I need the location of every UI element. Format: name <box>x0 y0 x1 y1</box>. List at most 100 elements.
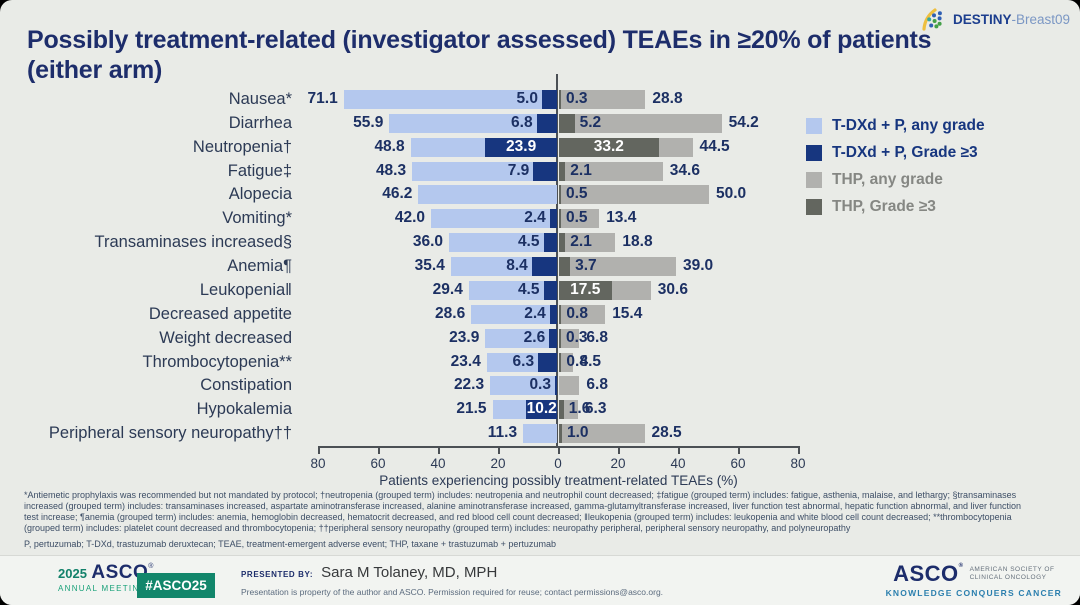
legend-item: THP, Grade ≥3 <box>806 193 985 220</box>
title-line-2: (either arm) <box>27 55 163 84</box>
legend-swatch <box>806 171 822 188</box>
x-axis-tick <box>378 446 380 454</box>
category-label: Nausea* <box>228 90 292 108</box>
x-axis-tick-label: 20 <box>610 456 626 471</box>
bar-tdxd-grade3 <box>538 352 557 372</box>
value-label-thp-grade3: 1.6 <box>568 400 591 418</box>
bar-thp-any-grade <box>559 161 663 181</box>
value-label-tdxd-grade3: 0.3 <box>529 376 551 394</box>
bar-tdxd-any-grade <box>523 424 557 444</box>
category-label: Alopecia <box>228 185 292 204</box>
zero-axis-line <box>556 74 558 447</box>
bar-tdxd-any-grade <box>412 161 557 181</box>
value-label-thp-any-grade: 6.8 <box>586 376 608 394</box>
value-label-tdxd-any-grade: 22.3 <box>453 376 485 394</box>
value-label-tdxd-any-grade: 71.1 <box>307 90 338 107</box>
value-label-thp-any-grade: 28.5 <box>651 424 682 442</box>
bar-tdxd-any-grade <box>485 328 557 348</box>
x-axis-title: Patients experiencing possibly treatment… <box>379 473 738 488</box>
bar-thp-grade3 <box>559 424 562 444</box>
value-label-tdxd-any-grade: 23.9 <box>449 328 480 346</box>
value-label-tdxd-any-grade: 55.9 <box>353 113 384 131</box>
value-label-thp-grade3: 2.1 <box>570 161 592 179</box>
bar-thp-grade3 <box>559 280 612 300</box>
footnote-line: increased (grouped term) includes: trans… <box>24 501 1022 512</box>
value-label-thp-grade3: 0.8 <box>566 352 588 370</box>
value-label-tdxd-any-grade: 21.5 <box>456 400 487 418</box>
x-axis-tick <box>798 446 800 454</box>
bar-thp-any-grade <box>559 304 606 324</box>
value-label-thp-grade3: 1.0 <box>567 424 589 442</box>
x-axis-tick <box>318 446 320 454</box>
bar-tdxd-any-grade <box>468 280 557 300</box>
value-label-tdxd-grade3: 7.9 <box>507 161 530 179</box>
category-label: Neutropenia† <box>192 137 292 156</box>
value-label-tdxd-any-grade: 35.4 <box>414 257 445 275</box>
bar-thp-any-grade <box>559 233 616 253</box>
bar-tdxd-grade3 <box>555 376 557 396</box>
value-label-tdxd-grade3: 10.2 <box>526 400 557 418</box>
value-label-thp-any-grade: 6.8 <box>586 328 608 346</box>
bar-thp-grade3 <box>559 257 571 277</box>
x-axis-tick-label: 40 <box>670 456 686 471</box>
x-axis-tick <box>438 446 440 454</box>
x-axis-tick-label: 40 <box>430 456 446 471</box>
bar-thp-any-grade <box>559 185 709 205</box>
value-label-thp-any-grade: 30.6 <box>657 280 688 298</box>
annual-meeting-label: ANNUAL MEETING <box>58 584 148 593</box>
bar-thp-grade3 <box>559 304 562 324</box>
registered-mark: ® <box>958 563 964 569</box>
x-axis-tick-label: 80 <box>790 456 806 471</box>
legend-swatch <box>806 117 822 134</box>
abbreviations-line: P, pertuzumab; T-DXd, trastuzumab deruxt… <box>24 539 556 550</box>
page-title: Possibly treatment-related (investigator… <box>27 26 1067 85</box>
footnotes: *Antiemetic prophylaxis was recommended … <box>24 490 1064 550</box>
x-axis-tick <box>618 446 620 454</box>
bar-thp-grade3 <box>559 233 566 253</box>
value-label-thp-grade3: 0.5 <box>566 185 588 203</box>
bar-tdxd-any-grade <box>418 185 557 205</box>
bar-tdxd-grade3 <box>549 209 557 229</box>
title-line-1: Possibly treatment-related (investigator… <box>27 26 932 54</box>
value-label-tdxd-any-grade: 36.0 <box>412 233 443 251</box>
value-label-tdxd-grade3: 2.4 <box>524 304 546 322</box>
value-label-thp-any-grade: 39.0 <box>683 257 714 275</box>
category-label: Vomiting* <box>222 209 292 228</box>
bar-tdxd-any-grade <box>450 257 557 277</box>
value-label-tdxd-grade3: 2.6 <box>523 328 546 346</box>
legend-item: T-DXd + P, any grade <box>806 112 985 139</box>
category-label: Transaminases increased§ <box>94 233 292 252</box>
category-label: Diarrhea <box>228 113 292 132</box>
permission-note: Presentation is property of the author a… <box>241 587 664 597</box>
presenter-name: Sara M Tolaney, MD, MPH <box>321 564 498 581</box>
value-label-tdxd-grade3: 23.9 <box>506 137 537 155</box>
value-label-tdxd-grade3: 6.3 <box>512 352 535 370</box>
presented-by-label: PRESENTED BY: <box>241 570 314 579</box>
bar-tdxd-any-grade <box>343 90 557 109</box>
bar-tdxd-grade3 <box>549 304 557 324</box>
registered-mark: ® <box>148 563 154 570</box>
value-label-thp-any-grade: 54.2 <box>728 113 759 131</box>
value-label-thp-any-grade: 18.8 <box>622 233 653 251</box>
bar-tdxd-grade3 <box>543 280 557 300</box>
bar-tdxd-any-grade <box>431 209 557 229</box>
value-label-thp-any-grade: 34.6 <box>669 161 700 179</box>
value-label-tdxd-any-grade: 28.6 <box>435 304 466 322</box>
value-label-thp-grade3: 0.5 <box>566 209 588 227</box>
bar-tdxd-any-grade <box>471 304 557 324</box>
annual-meeting-asco: ASCO <box>91 562 149 583</box>
x-axis-tick-label: 80 <box>310 456 326 471</box>
category-label: Leukopenia‖ <box>199 280 292 299</box>
category-label: Anemia¶ <box>227 257 292 276</box>
teae-diverging-bar-chart: Nausea* 71.1 5.0 0.3 28.8 Diarrhea 55.9 6.8 5.2 5… <box>0 88 1080 447</box>
destiny-logo-text: DESTINY-Breast09 <box>953 12 1070 27</box>
value-label-tdxd-any-grade: 23.4 <box>450 352 481 370</box>
category-label: Peripheral sensory neuropathy†† <box>48 424 292 443</box>
footnote-line: test increase; ¶anemia (grouped term) in… <box>24 512 1012 523</box>
value-label-tdxd-grade3: 5.0 <box>516 90 538 107</box>
value-label-thp-grade3: 33.2 <box>593 137 624 155</box>
value-label-thp-grade3: 3.7 <box>575 257 597 275</box>
annual-meeting-year: 2025 <box>58 566 87 581</box>
value-label-thp-grade3: 0.8 <box>566 304 588 322</box>
